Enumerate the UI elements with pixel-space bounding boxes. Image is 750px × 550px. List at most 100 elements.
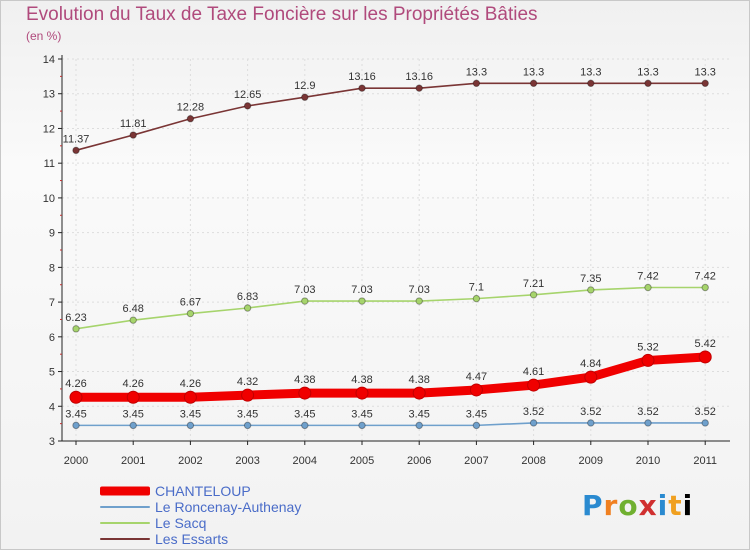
data-label-le-roncenay-authenay-2000: 3.45 [65,408,86,420]
data-point-le-roncenay-authenay-2003 [243,421,252,430]
x-tick-label-2005: 2005 [350,455,374,467]
legend-swatch-les-essarts [100,538,150,540]
data-label-le-sacq-2001: 6.48 [122,303,143,315]
data-label-les-essarts-2008: 13.3 [523,66,544,78]
x-tick-label-2010: 2010 [636,455,660,467]
data-label-chanteloup-2007: 4.47 [466,371,487,383]
data-label-les-essarts-2005: 13.16 [348,71,376,83]
data-label-chanteloup-2009: 4.84 [580,358,601,370]
data-label-les-essarts-2010: 13.3 [637,66,658,78]
data-point-le-sacq-2004 [301,297,309,305]
x-tick-label-2002: 2002 [178,455,202,467]
data-label-le-sacq-2011: 7.42 [694,271,715,283]
data-point-les-essarts-2011 [701,79,709,88]
data-point-chanteloup-2002 [183,390,197,404]
x-tick-label-2011: 2011 [693,455,717,467]
data-label-le-sacq-2007: 7.1 [469,282,484,294]
y-tick-label-13: 13 [43,89,55,101]
x-tick-label-2007: 2007 [464,455,488,467]
data-label-le-roncenay-authenay-2003: 3.45 [237,408,258,420]
data-label-les-essarts-2006: 13.16 [405,71,433,83]
y-tick-label-12: 12 [43,123,55,135]
legend-swatch-le-roncenay-authenay [100,506,150,508]
data-label-les-essarts-2009: 13.3 [580,66,601,78]
data-label-chanteloup-2006: 4.38 [408,374,429,386]
data-point-le-sacq-2008 [529,291,538,299]
data-label-chanteloup-2004: 4.38 [294,374,315,386]
data-label-le-sacq-2004: 7.03 [294,284,315,296]
data-point-le-roncenay-authenay-2000 [72,421,80,430]
y-tick-label-11: 11 [44,158,55,170]
data-label-chanteloup-2008: 4.61 [523,366,544,378]
data-point-les-essarts-2001 [129,131,137,139]
x-tick-label-2009: 2009 [579,455,603,467]
legend-label-chanteloup: CHANTELOUP [155,483,251,499]
x-tick-label-2006: 2006 [407,455,431,467]
data-label-chanteloup-2011: 5.42 [694,338,715,350]
data-point-les-essarts-2000 [72,146,80,155]
data-label-chanteloup-2002: 4.26 [180,378,201,390]
y-tick-label-7: 7 [49,297,55,309]
data-point-le-sacq-2010 [644,283,652,292]
data-label-le-sacq-2000: 6.23 [65,312,86,324]
data-point-les-essarts-2003 [243,102,252,110]
data-point-les-essarts-2007 [472,79,481,88]
data-point-le-roncenay-authenay-2008 [529,419,538,427]
data-label-chanteloup-2000: 4.26 [65,378,86,390]
data-label-le-sacq-2010: 7.42 [637,271,658,283]
data-label-le-sacq-2008: 7.21 [523,278,544,290]
proxiti-logo: Proxiti [582,489,694,522]
data-label-le-sacq-2003: 6.83 [237,291,258,303]
legend-label-le-roncenay-authenay: Le Roncenay-Authenay [155,499,302,515]
x-tick-label-2003: 2003 [235,455,259,467]
data-label-chanteloup-2003: 4.32 [237,376,258,388]
data-label-les-essarts-2000: 11.37 [63,133,90,145]
data-point-les-essarts-2004 [301,93,309,101]
data-label-le-sacq-2002: 6.67 [180,297,201,309]
legend-swatch-le-sacq [100,522,150,524]
data-label-le-sacq-2009: 7.35 [580,273,601,285]
y-tick-label-14: 14 [43,54,55,66]
data-label-les-essarts-2003: 12.65 [234,89,262,101]
data-point-le-sacq-2006 [415,297,423,305]
data-point-le-sacq-2005 [358,297,366,305]
data-label-le-roncenay-authenay-2001: 3.45 [122,408,143,420]
data-point-le-sacq-2000 [72,325,80,333]
data-label-le-roncenay-authenay-2008: 3.52 [523,406,544,418]
series-line-chanteloup [71,352,710,402]
y-tick-label-3: 3 [49,436,55,448]
data-point-le-sacq-2009 [587,286,595,294]
x-tick-label-2000: 2000 [64,455,88,467]
legend-swatch-chanteloup [100,486,150,496]
y-axis-unit-label: (en %) [26,29,62,43]
data-label-le-roncenay-authenay-2011: 3.52 [694,406,715,418]
data-point-les-essarts-2008 [529,79,538,88]
data-label-le-roncenay-authenay-2009: 3.52 [580,406,601,418]
data-point-le-sacq-2003 [243,304,252,312]
legend-label-le-sacq: Le Sacq [155,515,207,531]
data-label-les-essarts-2001: 11.81 [120,118,147,130]
data-point-les-essarts-2010 [644,79,652,88]
data-point-le-roncenay-authenay-2002 [186,421,195,430]
data-point-chanteloup-2000 [69,390,83,404]
data-label-les-essarts-2004: 12.9 [294,80,315,92]
data-label-les-essarts-2002: 12.28 [177,102,205,114]
data-point-le-sacq-2002 [186,309,195,318]
data-label-le-roncenay-authenay-2006: 3.45 [408,408,429,420]
data-label-le-sacq-2005: 7.03 [351,284,372,296]
data-point-chanteloup-2010 [641,353,655,367]
data-point-le-roncenay-authenay-2005 [358,421,366,430]
y-tick-label-6: 6 [49,332,55,344]
data-label-le-roncenay-authenay-2002: 3.45 [180,408,201,420]
data-point-chanteloup-2004 [298,386,312,400]
data-point-le-roncenay-authenay-2010 [644,419,652,427]
data-point-chanteloup-2006 [412,386,426,400]
series-line-le-roncenay-authenay [75,422,707,427]
data-point-chanteloup-2007 [469,383,483,397]
data-label-le-roncenay-authenay-2010: 3.52 [637,406,658,418]
data-label-le-roncenay-authenay-2004: 3.45 [294,408,315,420]
data-label-les-essarts-2011: 13.3 [694,66,715,78]
x-tick-label-2008: 2008 [521,455,545,467]
